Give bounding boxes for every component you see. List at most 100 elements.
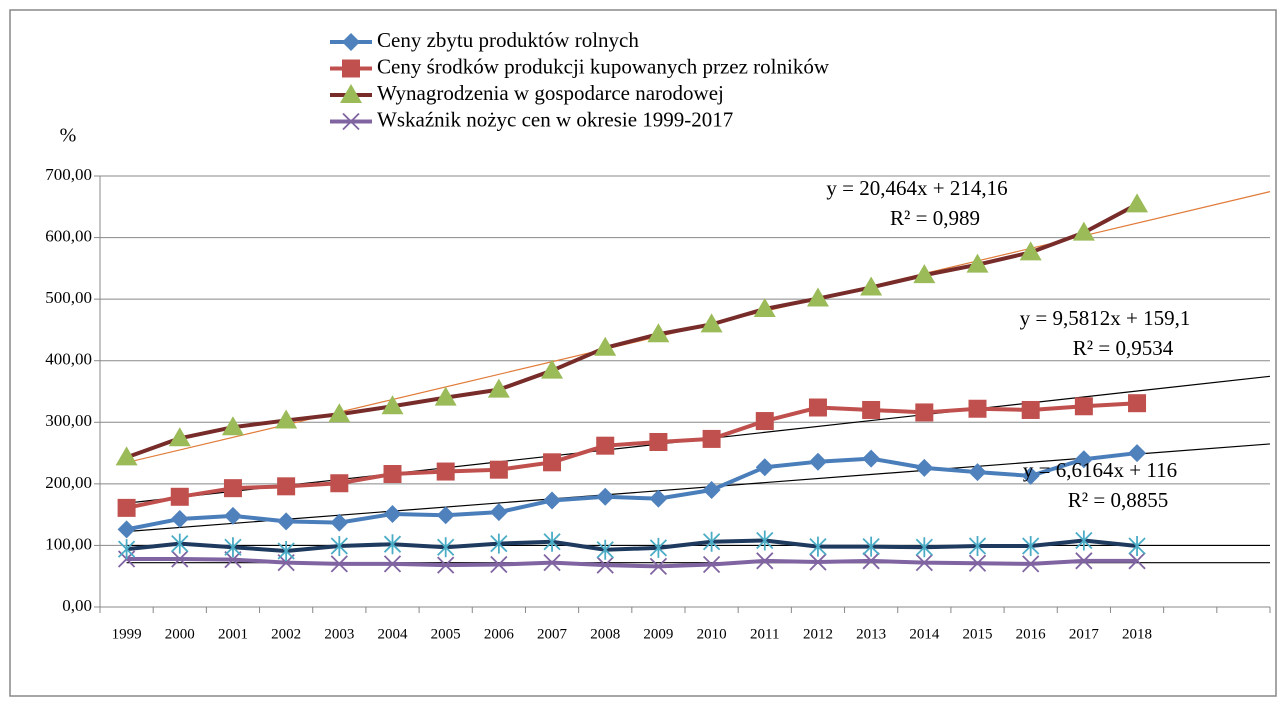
- data-point: [1075, 530, 1093, 551]
- data-point: [117, 498, 136, 517]
- data-point: [808, 398, 827, 417]
- data-point: [434, 386, 457, 406]
- data-point: [383, 505, 402, 524]
- data-point: [171, 533, 189, 554]
- data-point: [968, 399, 987, 418]
- data-point: [647, 323, 670, 343]
- data-point: [383, 465, 402, 484]
- trend-equation: y = 6,6164x + 116: [1023, 458, 1177, 482]
- data-point: [436, 506, 455, 525]
- data-point: [330, 513, 349, 532]
- trend-r2: R² = 0,989: [890, 206, 980, 230]
- data-point: [968, 463, 987, 482]
- data-point: [862, 400, 881, 419]
- data-point: [168, 427, 191, 447]
- data-point: [1022, 555, 1040, 573]
- y-tick-label: 700,00: [45, 165, 92, 184]
- chart-border: [9, 9, 1277, 697]
- x-tick-label: 2005: [431, 626, 461, 642]
- x-tick-label: 2008: [590, 626, 620, 642]
- x-tick-label: 2000: [165, 626, 195, 642]
- x-tick-label: 2011: [750, 626, 779, 642]
- data-point: [649, 489, 668, 508]
- data-point: [1019, 241, 1042, 261]
- data-point: [383, 534, 402, 555]
- data-point: [1022, 536, 1040, 557]
- trend-equation: y = 9,5812x + 159,1: [1020, 306, 1191, 330]
- y-tick-label: 300,00: [45, 411, 92, 430]
- data-point: [437, 556, 455, 574]
- data-point: [383, 555, 402, 573]
- y-axis-label: %: [60, 125, 77, 147]
- y-tick-label: 400,00: [45, 350, 92, 369]
- data-point: [170, 509, 189, 528]
- data-point: [915, 554, 933, 572]
- data-point: [702, 429, 721, 448]
- data-point: [277, 477, 296, 496]
- data-point: [755, 458, 774, 477]
- data-point: [487, 378, 510, 398]
- data-point: [543, 554, 561, 572]
- x-tick-label: 2016: [1016, 626, 1047, 642]
- y-tick-label: 0,00: [62, 596, 92, 615]
- data-point: [915, 403, 934, 422]
- x-tick-label: 2013: [856, 626, 886, 642]
- y-tick-label: 100,00: [45, 534, 92, 553]
- data-point: [594, 336, 617, 356]
- data-point: [330, 536, 348, 557]
- x-tick-label: 2018: [1122, 626, 1152, 642]
- data-point: [808, 452, 827, 471]
- data-point: [221, 416, 244, 436]
- data-point: [756, 530, 774, 551]
- data-point: [862, 536, 880, 557]
- data-point: [381, 395, 404, 415]
- y-tick-label: 200,00: [45, 473, 92, 492]
- x-tick-label: 2001: [218, 626, 248, 642]
- x-tick-label: 2006: [484, 626, 515, 642]
- data-point: [702, 555, 721, 574]
- y-tick-label: 500,00: [45, 288, 92, 307]
- data-point: [541, 359, 564, 379]
- trend-r2: R² = 0,9534: [1073, 336, 1174, 360]
- data-point: [117, 539, 136, 560]
- data-point: [755, 412, 774, 431]
- legend-marker: [342, 33, 360, 51]
- data-point: [437, 537, 455, 558]
- data-point: [968, 536, 987, 557]
- data-point: [809, 536, 827, 557]
- data-point: [277, 512, 296, 531]
- data-point: [330, 474, 349, 493]
- data-point: [489, 503, 508, 522]
- data-point: [1128, 536, 1146, 557]
- trend-equation: y = 20,464x + 214,16: [826, 176, 1007, 200]
- data-point: [700, 313, 723, 333]
- data-point: [115, 446, 138, 466]
- data-point: [809, 553, 827, 571]
- data-point: [543, 531, 561, 552]
- legend-label: Ceny zbytu produktów rolnych: [377, 28, 639, 52]
- x-tick-label: 2012: [803, 626, 833, 642]
- series-line: [125, 202, 1138, 460]
- data-point: [968, 554, 987, 572]
- data-point: [223, 479, 242, 498]
- data-point: [702, 481, 721, 500]
- data-point: [328, 403, 351, 423]
- data-point: [806, 287, 829, 307]
- data-point: [490, 533, 508, 554]
- data-point: [596, 487, 615, 506]
- data-point: [224, 550, 242, 569]
- x-tick-label: 2007: [537, 626, 568, 642]
- x-tick-label: 2017: [1069, 626, 1100, 642]
- data-point: [649, 432, 668, 451]
- data-point: [1074, 450, 1093, 469]
- series-line: [126, 451, 1138, 532]
- x-tick-label: 2014: [909, 626, 940, 642]
- trend-r2: R² = 0,8855: [1068, 488, 1168, 512]
- data-point: [1075, 552, 1093, 570]
- x-tick-label: 2003: [324, 626, 354, 642]
- legend-label: Wynagrodzenia w gospodarce narodowej: [377, 81, 724, 105]
- data-point: [1021, 400, 1040, 419]
- data-point: [117, 520, 136, 539]
- data-point: [915, 537, 933, 558]
- data-point: [543, 491, 562, 510]
